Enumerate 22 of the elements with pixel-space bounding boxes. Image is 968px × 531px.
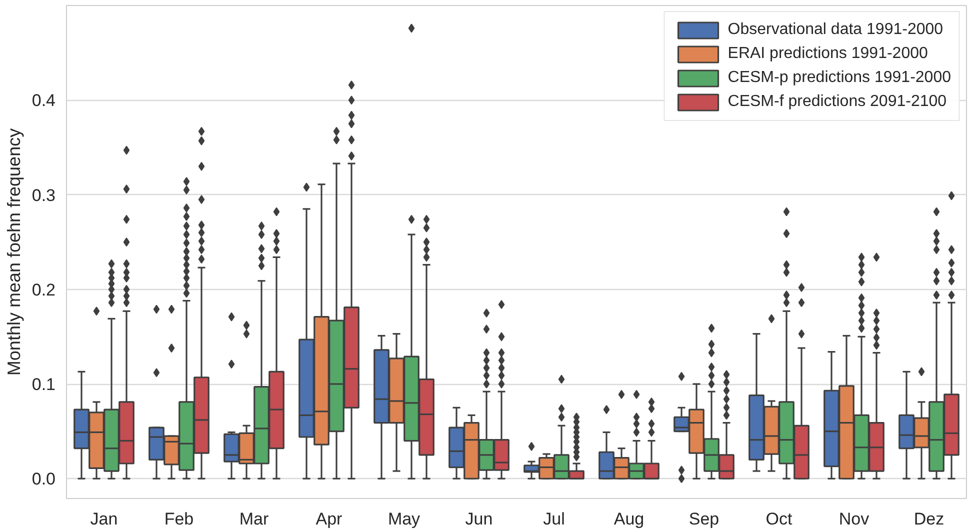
- legend-label: CESM-p predictions 1991-2000: [728, 69, 951, 87]
- x-tick-label: Apr: [316, 510, 343, 528]
- x-tick-label: Dez: [914, 510, 944, 528]
- y-axis-title: Monthly mean foehn frequency: [4, 128, 24, 376]
- x-tick-label: Aug: [614, 510, 644, 528]
- x-tick-label: Jul: [543, 510, 565, 528]
- y-tick-label: 0.1: [32, 375, 56, 394]
- x-tick-label: Mar: [239, 510, 269, 528]
- x-tick-label: Feb: [164, 510, 194, 528]
- y-tick-label: 0.4: [32, 91, 56, 110]
- x-tick-label: May: [388, 510, 421, 528]
- y-tick-label: 0.0: [32, 470, 56, 489]
- x-tick-label: Jun: [465, 510, 493, 528]
- legend-label: ERAI predictions 1991-2000: [728, 45, 928, 63]
- x-tick-label: Jan: [90, 510, 118, 528]
- x-tick-label: Oct: [766, 510, 792, 528]
- y-tick-label: 0.3: [32, 186, 56, 205]
- legend-label: Observational data 1991-2000: [728, 21, 944, 39]
- x-tick-label: Sep: [688, 510, 720, 528]
- x-tick-label: Nov: [838, 510, 870, 528]
- legend-label: CESM-f predictions 2091-2100: [728, 93, 947, 111]
- y-tick-label: 0.2: [32, 280, 56, 300]
